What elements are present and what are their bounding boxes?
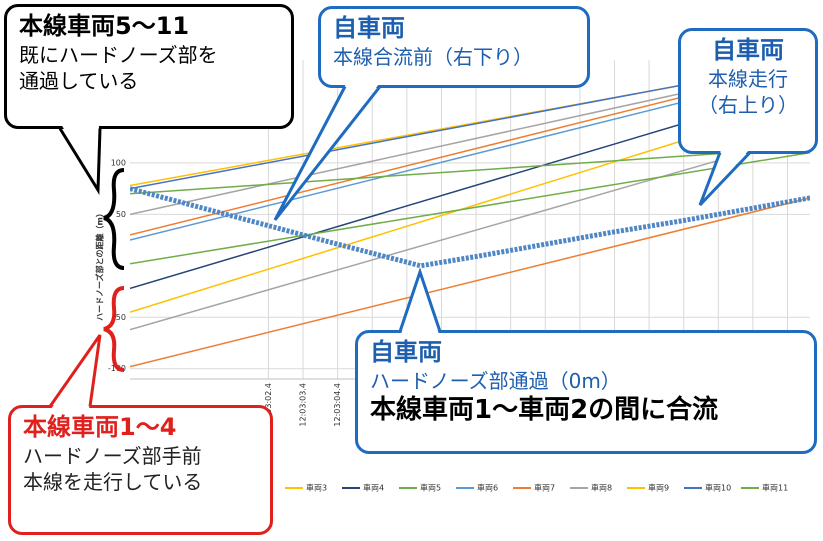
legend-label: 車両9 [648, 483, 669, 493]
x-tick-label: 12:03:02.4 [264, 383, 273, 427]
callout-title: 自車両 [370, 338, 442, 366]
callout-title: 本線車両1～4 [23, 413, 177, 441]
callout-title: 本線車両5～11 [19, 12, 190, 40]
callout: 本線車両1～4 ハードノーズ部手前 本線を走行している [8, 405, 273, 535]
callout-title: 自車両 [712, 36, 784, 64]
vehicle-line [130, 151, 810, 265]
callout-text: ハードノーズ部手前 [23, 444, 202, 469]
legend-label: 車両3 [306, 483, 327, 493]
legend-label: 車両6 [477, 483, 498, 493]
callout-text: ハードノーズ部通過（0m） [370, 369, 621, 394]
x-tick-label: 12:03:04.4 [333, 383, 342, 427]
vehicle-line [130, 146, 810, 195]
own-vehicle-line [130, 186, 810, 269]
callout-text: 本線走行 [708, 67, 788, 92]
callout-text: 通過している [19, 69, 139, 94]
callout-text: 本線を走行している [23, 470, 203, 495]
callout: 自車両 本線走行 （右上り） [678, 28, 818, 154]
legend-label: 車両5 [420, 483, 441, 493]
x-tick-label: 12:03:03.4 [299, 383, 308, 427]
legend-label: 車両7 [534, 483, 555, 493]
bracket [103, 168, 125, 270]
y-tick-label: -50 [113, 313, 126, 322]
callout: 自車両 本線合流前（右下り） [318, 6, 590, 88]
callout: 自車両 ハードノーズ部通過（0m） 本線車両1～車両2の間に合流 [355, 330, 817, 454]
callout-text: 既にハードノーズ部を [19, 43, 218, 68]
y-tick-label: 100 [111, 158, 126, 167]
callout-text: 本線合流前（右下り） [333, 45, 533, 70]
bracket [103, 286, 125, 372]
legend-label: 車両4 [363, 483, 384, 493]
callout-text: （右上り） [698, 93, 798, 118]
legend-label: 車両11 [762, 483, 788, 493]
callout-title: 自車両 [333, 14, 405, 42]
y-axis-label: ハードノーズ部との距離（m） [95, 209, 105, 321]
vehicle-line [130, 133, 810, 331]
callout-text: 本線車両1～車両2の間に合流 [370, 395, 719, 426]
y-tick-label: 50 [116, 210, 126, 219]
legend-label: 車両8 [591, 483, 612, 493]
vehicle-line [130, 197, 810, 368]
legend-label: 車両10 [705, 483, 731, 493]
callout: 本線車両5～11 既にハードノーズ部を 通過している [4, 4, 294, 129]
